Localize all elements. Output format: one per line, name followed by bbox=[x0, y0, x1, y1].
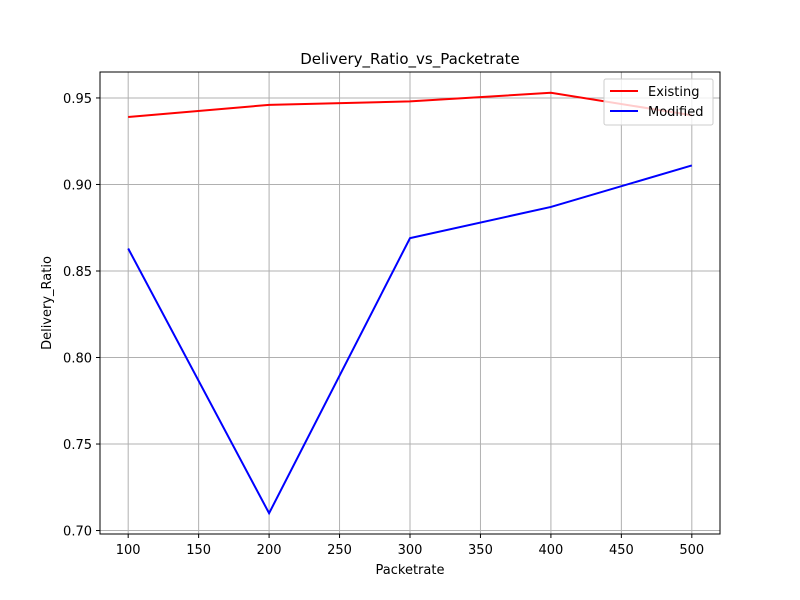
legend-label-modified: Modified bbox=[648, 105, 703, 120]
series-line-existing bbox=[128, 91, 692, 118]
x-tick-label: 150 bbox=[186, 543, 211, 558]
y-tick-label: 0.95 bbox=[63, 92, 92, 107]
y-tick-label: 0.90 bbox=[63, 178, 92, 193]
x-tick-label: 250 bbox=[327, 543, 352, 558]
x-tick-label: 200 bbox=[257, 543, 282, 558]
y-tick-label: 0.80 bbox=[63, 352, 92, 367]
grid bbox=[100, 72, 720, 534]
legend-label-existing: Existing bbox=[648, 85, 700, 100]
x-tick-label: 100 bbox=[116, 543, 141, 558]
series-lines bbox=[127, 91, 693, 516]
chart-title: Delivery_Ratio_vs_Packetrate bbox=[300, 50, 520, 69]
x-tick-label: 300 bbox=[398, 543, 423, 558]
y-axis: 0.70 0.75 0.80 0.85 0.90 0.95 bbox=[63, 92, 100, 540]
x-tick-label: 400 bbox=[538, 543, 563, 558]
x-tick-label: 500 bbox=[679, 543, 704, 558]
y-tick-label: 0.85 bbox=[63, 265, 92, 280]
y-tick-label: 0.75 bbox=[63, 438, 92, 453]
series-line-modified bbox=[127, 164, 693, 516]
x-tick-label: 450 bbox=[609, 543, 634, 558]
x-axis: 100 150 200 250 300 350 400 450 500 bbox=[116, 534, 704, 558]
y-tick-label: 0.70 bbox=[63, 525, 92, 540]
x-tick-label: 350 bbox=[468, 543, 493, 558]
y-axis-label: Delivery_Ratio bbox=[40, 256, 55, 350]
x-axis-label: Packetrate bbox=[376, 563, 445, 578]
legend: Existing Modified bbox=[603, 78, 714, 126]
